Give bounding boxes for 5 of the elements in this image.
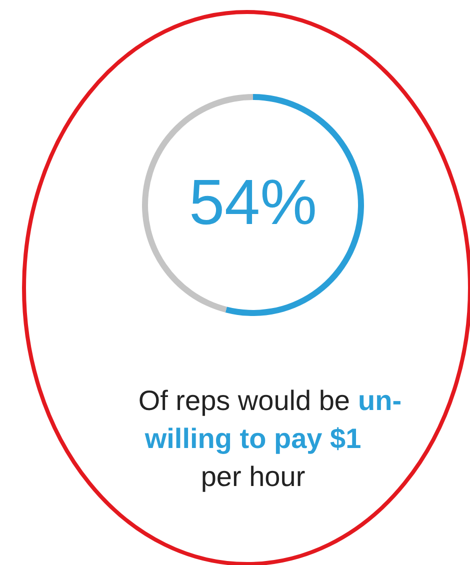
text: Of reps would be [138,385,350,416]
text: per hour [200,461,306,492]
data-label: 54% [188,166,318,238]
text: un- [358,385,402,416]
text: willing to pay $1 [144,423,362,454]
